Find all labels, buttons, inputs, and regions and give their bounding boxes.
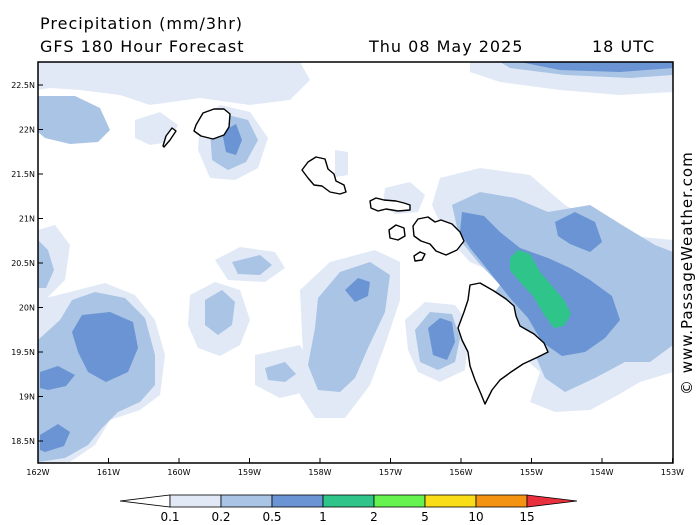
legend-swatch — [169, 494, 222, 508]
lon-label: 159W — [238, 468, 261, 477]
legend-label: 0.5 — [262, 510, 281, 524]
lon-label: 154W — [590, 468, 613, 477]
lon-label: 153W — [661, 468, 684, 477]
oahu-island — [301, 156, 347, 195]
lanai-island — [388, 224, 406, 241]
lat-label: 21.5N — [11, 170, 35, 179]
lon-label: 156W — [449, 468, 472, 477]
lat-label: 19.5N — [11, 348, 35, 357]
legend-label: 2 — [370, 510, 378, 524]
kauai-island — [193, 108, 231, 140]
niihau-island — [162, 127, 177, 148]
lat-label: 19N — [19, 393, 35, 402]
legend-label: 1 — [319, 510, 327, 524]
legend-swatch — [424, 494, 477, 508]
hawaii-island — [457, 282, 549, 405]
legend-swatch — [322, 494, 375, 508]
lon-label: 162W — [26, 468, 49, 477]
map-title: Precipitation (mm/3hr) — [40, 14, 244, 33]
legend-swatch — [119, 494, 171, 508]
precip-level-4 — [510, 250, 571, 328]
island-coastlines — [162, 108, 549, 405]
legend-swatch — [373, 494, 426, 508]
lat-label: 21N — [19, 215, 35, 224]
legend-swatch — [271, 494, 324, 508]
lat-label: 18.5N — [11, 437, 35, 446]
lon-label: 155W — [520, 468, 543, 477]
latitude-ticks: 22.5N 22N 21.5N 21N 20.5N 20N 19.5N 19N 18.5N — [11, 81, 43, 446]
forecast-subtitle: GFS 180 Hour Forecast — [40, 37, 245, 56]
legend-label: 5 — [421, 510, 429, 524]
molokai-island — [369, 197, 411, 212]
legend-swatch — [526, 494, 578, 508]
maui-island — [412, 216, 465, 256]
lat-label: 22.5N — [11, 81, 35, 90]
lat-label: 20N — [19, 304, 35, 313]
kahoolawe-island — [413, 251, 426, 262]
legend-swatch — [475, 494, 528, 508]
precipitation-field — [38, 62, 673, 463]
legend-colorbar: 0.1 0.2 0.5 1 2 5 10 15 — [119, 494, 578, 524]
longitude-ticks: 162W 161W 160W 159W 158W 157W 156W 155W 154W 153W — [26, 458, 684, 477]
legend-swatch — [220, 494, 273, 508]
forecast-date: Thu 08 May 2025 — [369, 37, 524, 56]
legend-label: 10 — [468, 510, 483, 524]
lon-label: 161W — [97, 468, 120, 477]
lon-label: 157W — [379, 468, 402, 477]
legend-label: 0.1 — [160, 510, 179, 524]
lat-label: 20.5N — [11, 259, 35, 268]
legend-label: 15 — [519, 510, 534, 524]
lat-label: 22N — [19, 126, 35, 135]
legend-label: 0.2 — [211, 510, 230, 524]
lon-label: 160W — [167, 468, 190, 477]
forecast-time: 18 UTC — [592, 37, 656, 56]
lon-label: 158W — [308, 468, 331, 477]
